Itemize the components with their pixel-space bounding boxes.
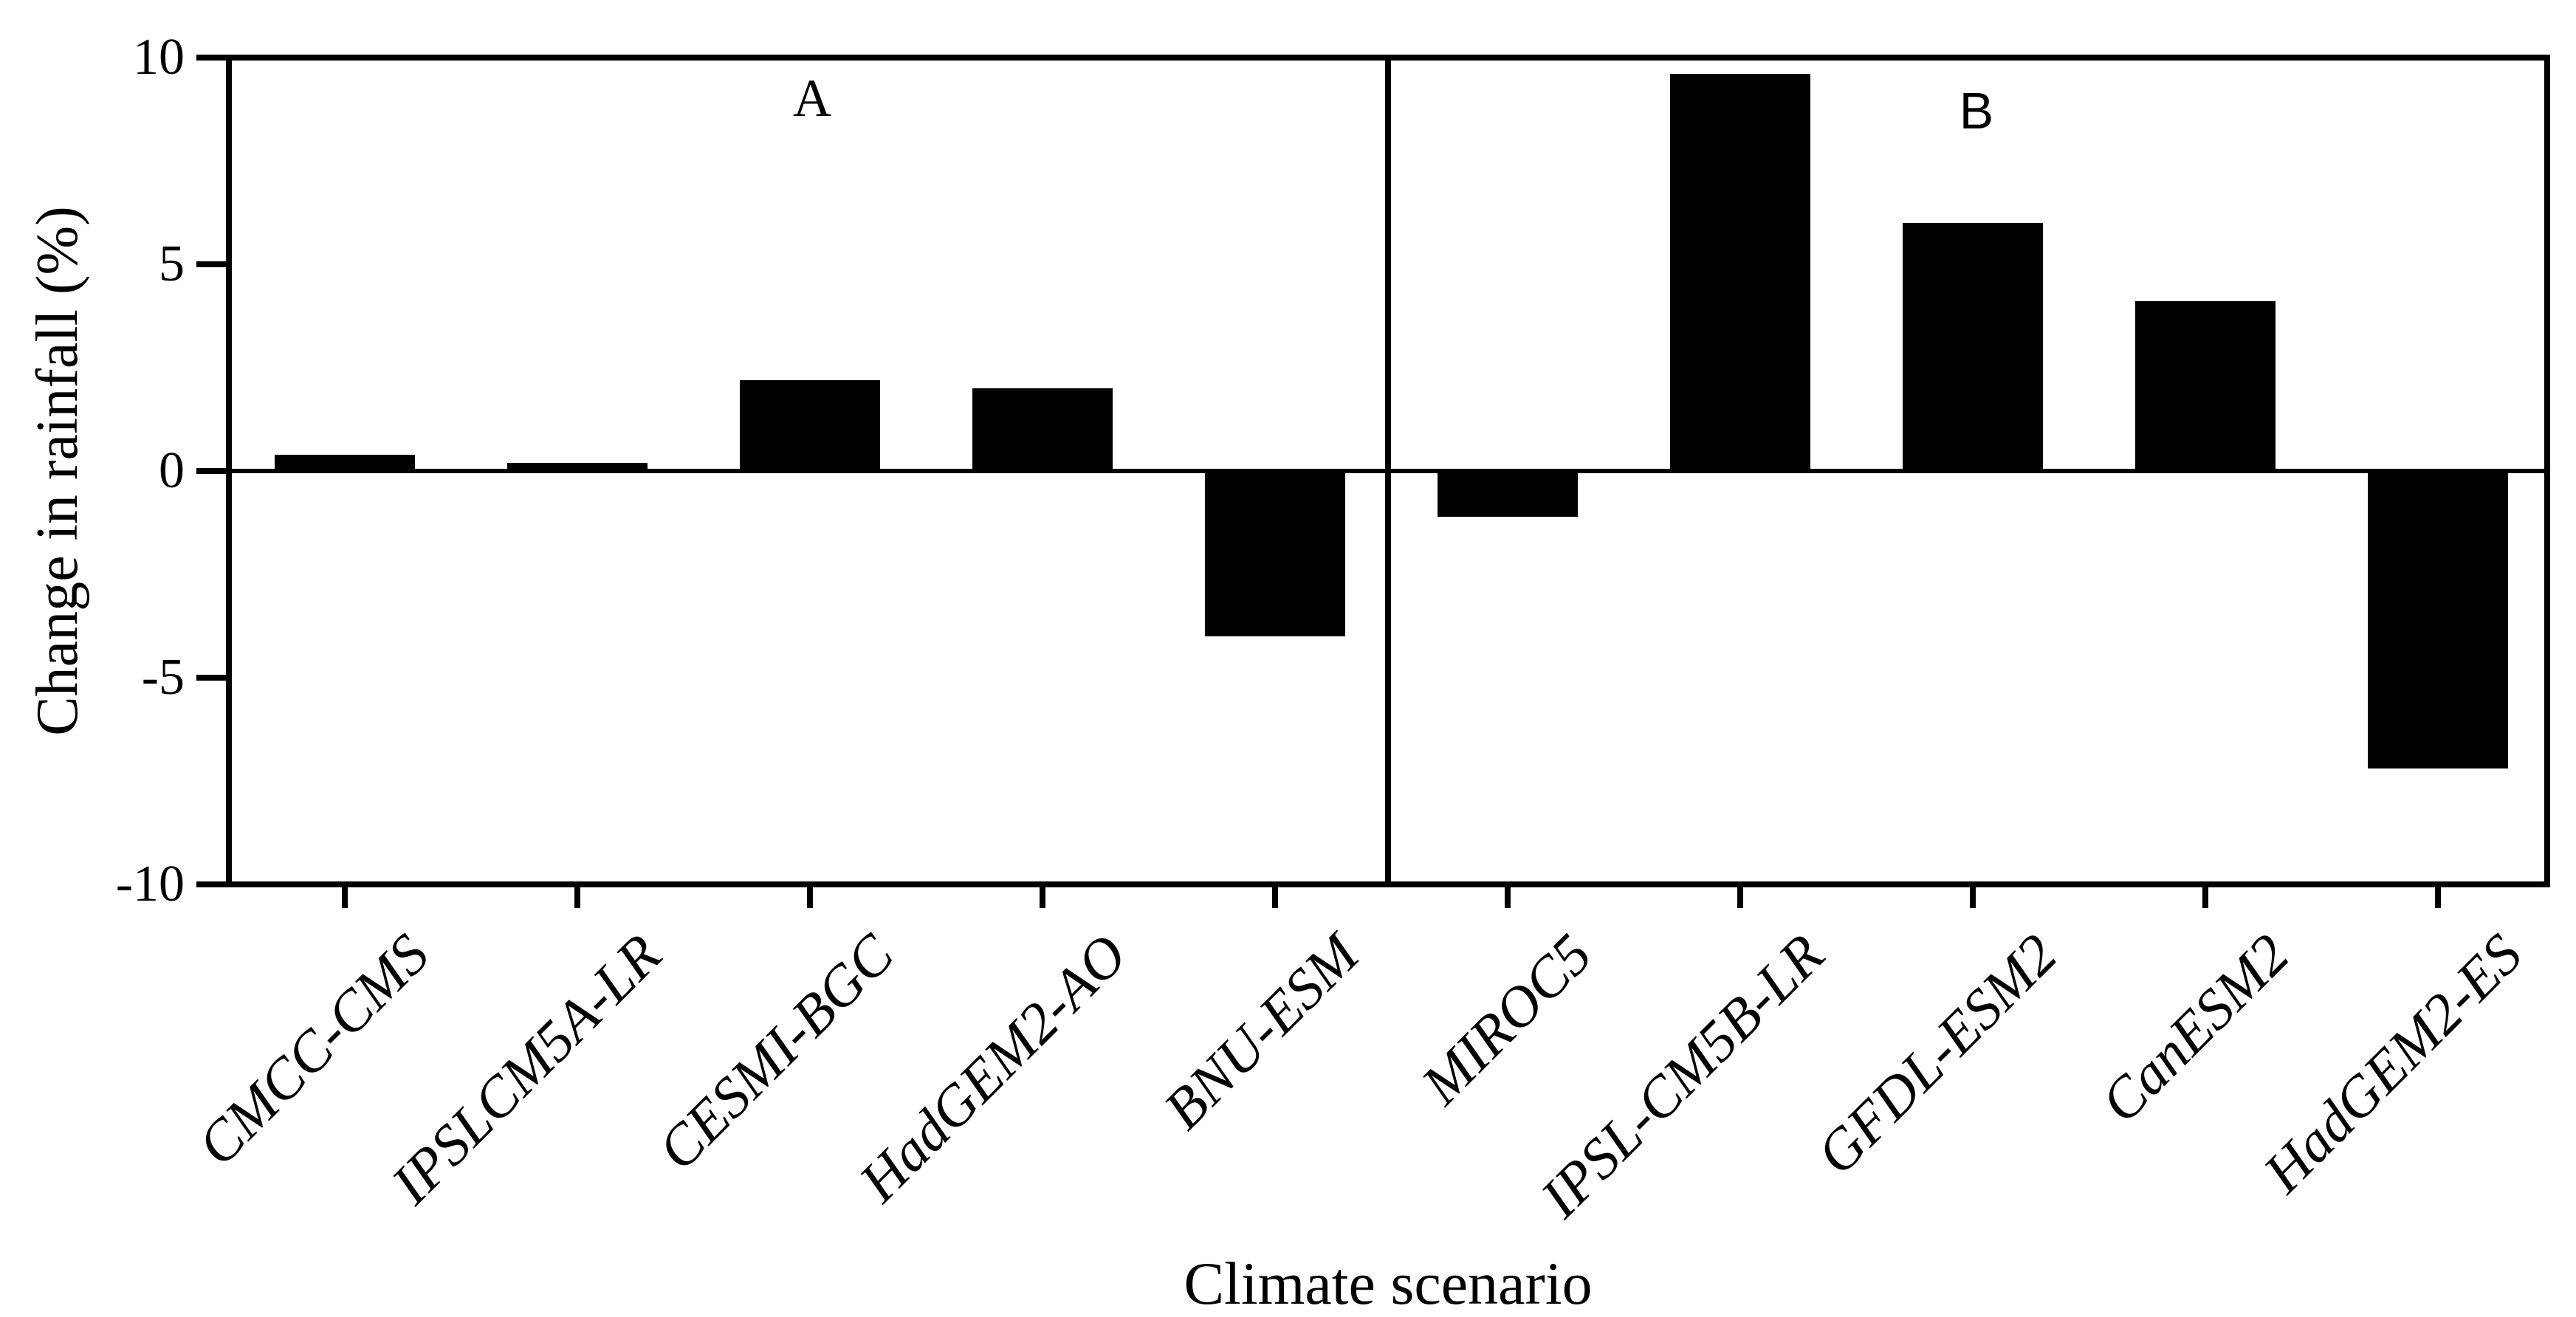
x-tick — [2435, 887, 2441, 908]
y-tick — [196, 881, 226, 887]
x-tick — [1040, 887, 1045, 908]
y-tick — [196, 261, 226, 267]
x-category-label: CanESM2 — [2088, 921, 2301, 1135]
y-axis-title: Change in rainfall (%) — [25, 206, 90, 736]
y-tick-label: 0 — [159, 442, 185, 499]
x-category-label: MIROC5 — [1409, 921, 1604, 1117]
bar — [972, 388, 1113, 471]
bar — [2135, 301, 2276, 471]
bar — [275, 455, 415, 471]
y-tick-label: -10 — [115, 856, 185, 912]
x-tick — [1737, 887, 1743, 908]
y-tick — [196, 675, 226, 681]
x-axis-title: Climate scenario — [1184, 1250, 1593, 1317]
bar — [1438, 471, 1578, 517]
x-category-label: CESMI-BGC — [645, 921, 906, 1183]
y-tick — [196, 468, 226, 474]
zero-line — [226, 469, 2550, 473]
x-tick — [1505, 887, 1511, 908]
x-tick — [1272, 887, 1278, 908]
y-tick-label: -5 — [141, 649, 185, 706]
bar — [2368, 471, 2508, 768]
x-tick — [1970, 887, 1976, 908]
bar — [507, 463, 648, 471]
panel-label-b: B — [1959, 82, 1994, 140]
bar — [1205, 471, 1345, 636]
x-tick — [342, 887, 348, 908]
bar — [740, 380, 880, 471]
x-category-label: GFDL-ESM2 — [1804, 921, 2069, 1187]
x-tick — [807, 887, 813, 908]
y-tick-label: 10 — [133, 29, 185, 86]
y-tick — [196, 55, 226, 61]
y-tick-label: 5 — [159, 235, 185, 292]
x-category-label: BNU-ESM — [1151, 921, 1371, 1141]
x-tick — [2202, 887, 2208, 908]
bar — [1670, 74, 1810, 471]
bar — [1903, 223, 2043, 471]
panel-label-a: A — [793, 69, 831, 128]
x-tick — [574, 887, 580, 908]
x-category-label: CMCC-CMS — [185, 921, 441, 1177]
